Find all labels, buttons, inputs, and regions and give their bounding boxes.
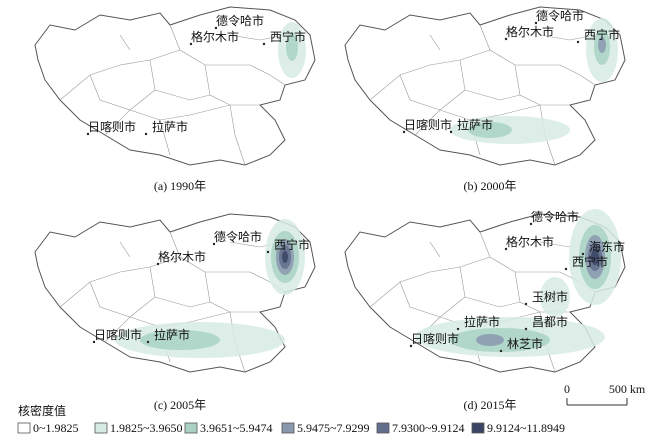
city-point: [146, 340, 150, 344]
city-point: [504, 37, 508, 41]
density-area: [540, 277, 570, 317]
city-label: 玉树市: [532, 289, 568, 304]
city-label: 昌都市: [532, 314, 568, 329]
legend-label: 3.9651~5.9474: [200, 421, 273, 435]
city-label: 拉萨市: [154, 327, 190, 342]
legend-swatch: [471, 422, 485, 434]
panel-caption: (d) 2015年: [464, 398, 517, 412]
city-point: [456, 327, 460, 331]
legend-swatch: [281, 422, 295, 434]
legend-label: 5.9475~7.9299: [297, 421, 370, 435]
legend-label: 0~1.9825: [33, 421, 79, 435]
city-label: 西宁市: [274, 237, 310, 252]
legend-label: 7.9300~9.9124: [392, 421, 465, 435]
density-area: [591, 249, 599, 265]
city-label: 西宁市: [584, 27, 620, 42]
city-point: [262, 42, 266, 46]
city-label: 西宁市: [572, 254, 608, 269]
city-label: 日喀则市: [411, 331, 459, 346]
city-point: [576, 40, 580, 44]
city-label: 德令哈市: [214, 229, 262, 244]
scale-end: 500 km: [609, 382, 646, 396]
city-label: 格尔木市: [158, 249, 206, 264]
city-point: [266, 250, 270, 254]
city-label: 日喀则市: [88, 119, 136, 134]
scale-start: 0: [564, 382, 570, 396]
city-point: [409, 344, 413, 348]
legend-label: 9.9124~11.8949: [487, 421, 565, 435]
legend-title: 核密度值: [18, 403, 66, 418]
city-point: [92, 340, 96, 344]
city-point: [449, 130, 453, 134]
panel-caption: (b) 2000年: [464, 179, 517, 193]
density-area: [598, 37, 606, 53]
legend-swatch: [17, 422, 31, 434]
city-point: [534, 21, 538, 25]
scale-bar: 0 500 km: [564, 382, 646, 406]
city-label: 海东市: [589, 239, 625, 254]
density-area: [282, 251, 288, 263]
density-area: [286, 33, 298, 61]
city-point: [524, 327, 528, 331]
legend-swatch: [184, 422, 198, 434]
city-point: [529, 222, 533, 226]
city-label: 拉萨市: [152, 119, 188, 134]
city-point: [524, 302, 528, 306]
city-point: [156, 262, 160, 266]
density-area: [476, 334, 504, 346]
city-label: 德令哈市: [531, 209, 579, 224]
city-label: 日喀则市: [404, 117, 452, 132]
legend-swatch: [376, 422, 390, 434]
city-point: [564, 267, 568, 271]
legend-swatch: [94, 422, 108, 434]
city-label: 林芝市: [507, 336, 543, 351]
city-point: [214, 26, 218, 30]
city-label: 拉萨市: [464, 314, 500, 329]
city-point: [581, 252, 585, 256]
city-label: 日喀则市: [94, 327, 142, 342]
city-point: [504, 247, 508, 251]
city-point: [402, 130, 406, 134]
city-point: [189, 42, 193, 46]
city-label: 格尔木市: [506, 234, 554, 249]
city-label: 格尔木市: [506, 24, 554, 39]
legend: 0~1.9825 1.9825~3.9650 3.9651~5.9474 5.9475…: [17, 421, 565, 435]
density-area: [140, 330, 220, 350]
city-label: 拉萨市: [457, 117, 493, 132]
panel-caption: (a) 1990年: [154, 179, 206, 193]
city-point: [144, 132, 148, 136]
city-point: [499, 349, 503, 353]
city-label: 德令哈市: [216, 13, 264, 28]
city-point: [212, 242, 216, 246]
city-label: 德令哈市: [536, 8, 584, 23]
legend-label: 1.9825~3.9650: [110, 421, 183, 435]
city-label: 格尔木市: [191, 29, 239, 44]
panel-caption: (c) 2005年: [154, 398, 206, 412]
city-point: [86, 132, 90, 136]
density-area: [468, 122, 512, 138]
city-label: 西宁市: [270, 29, 306, 44]
